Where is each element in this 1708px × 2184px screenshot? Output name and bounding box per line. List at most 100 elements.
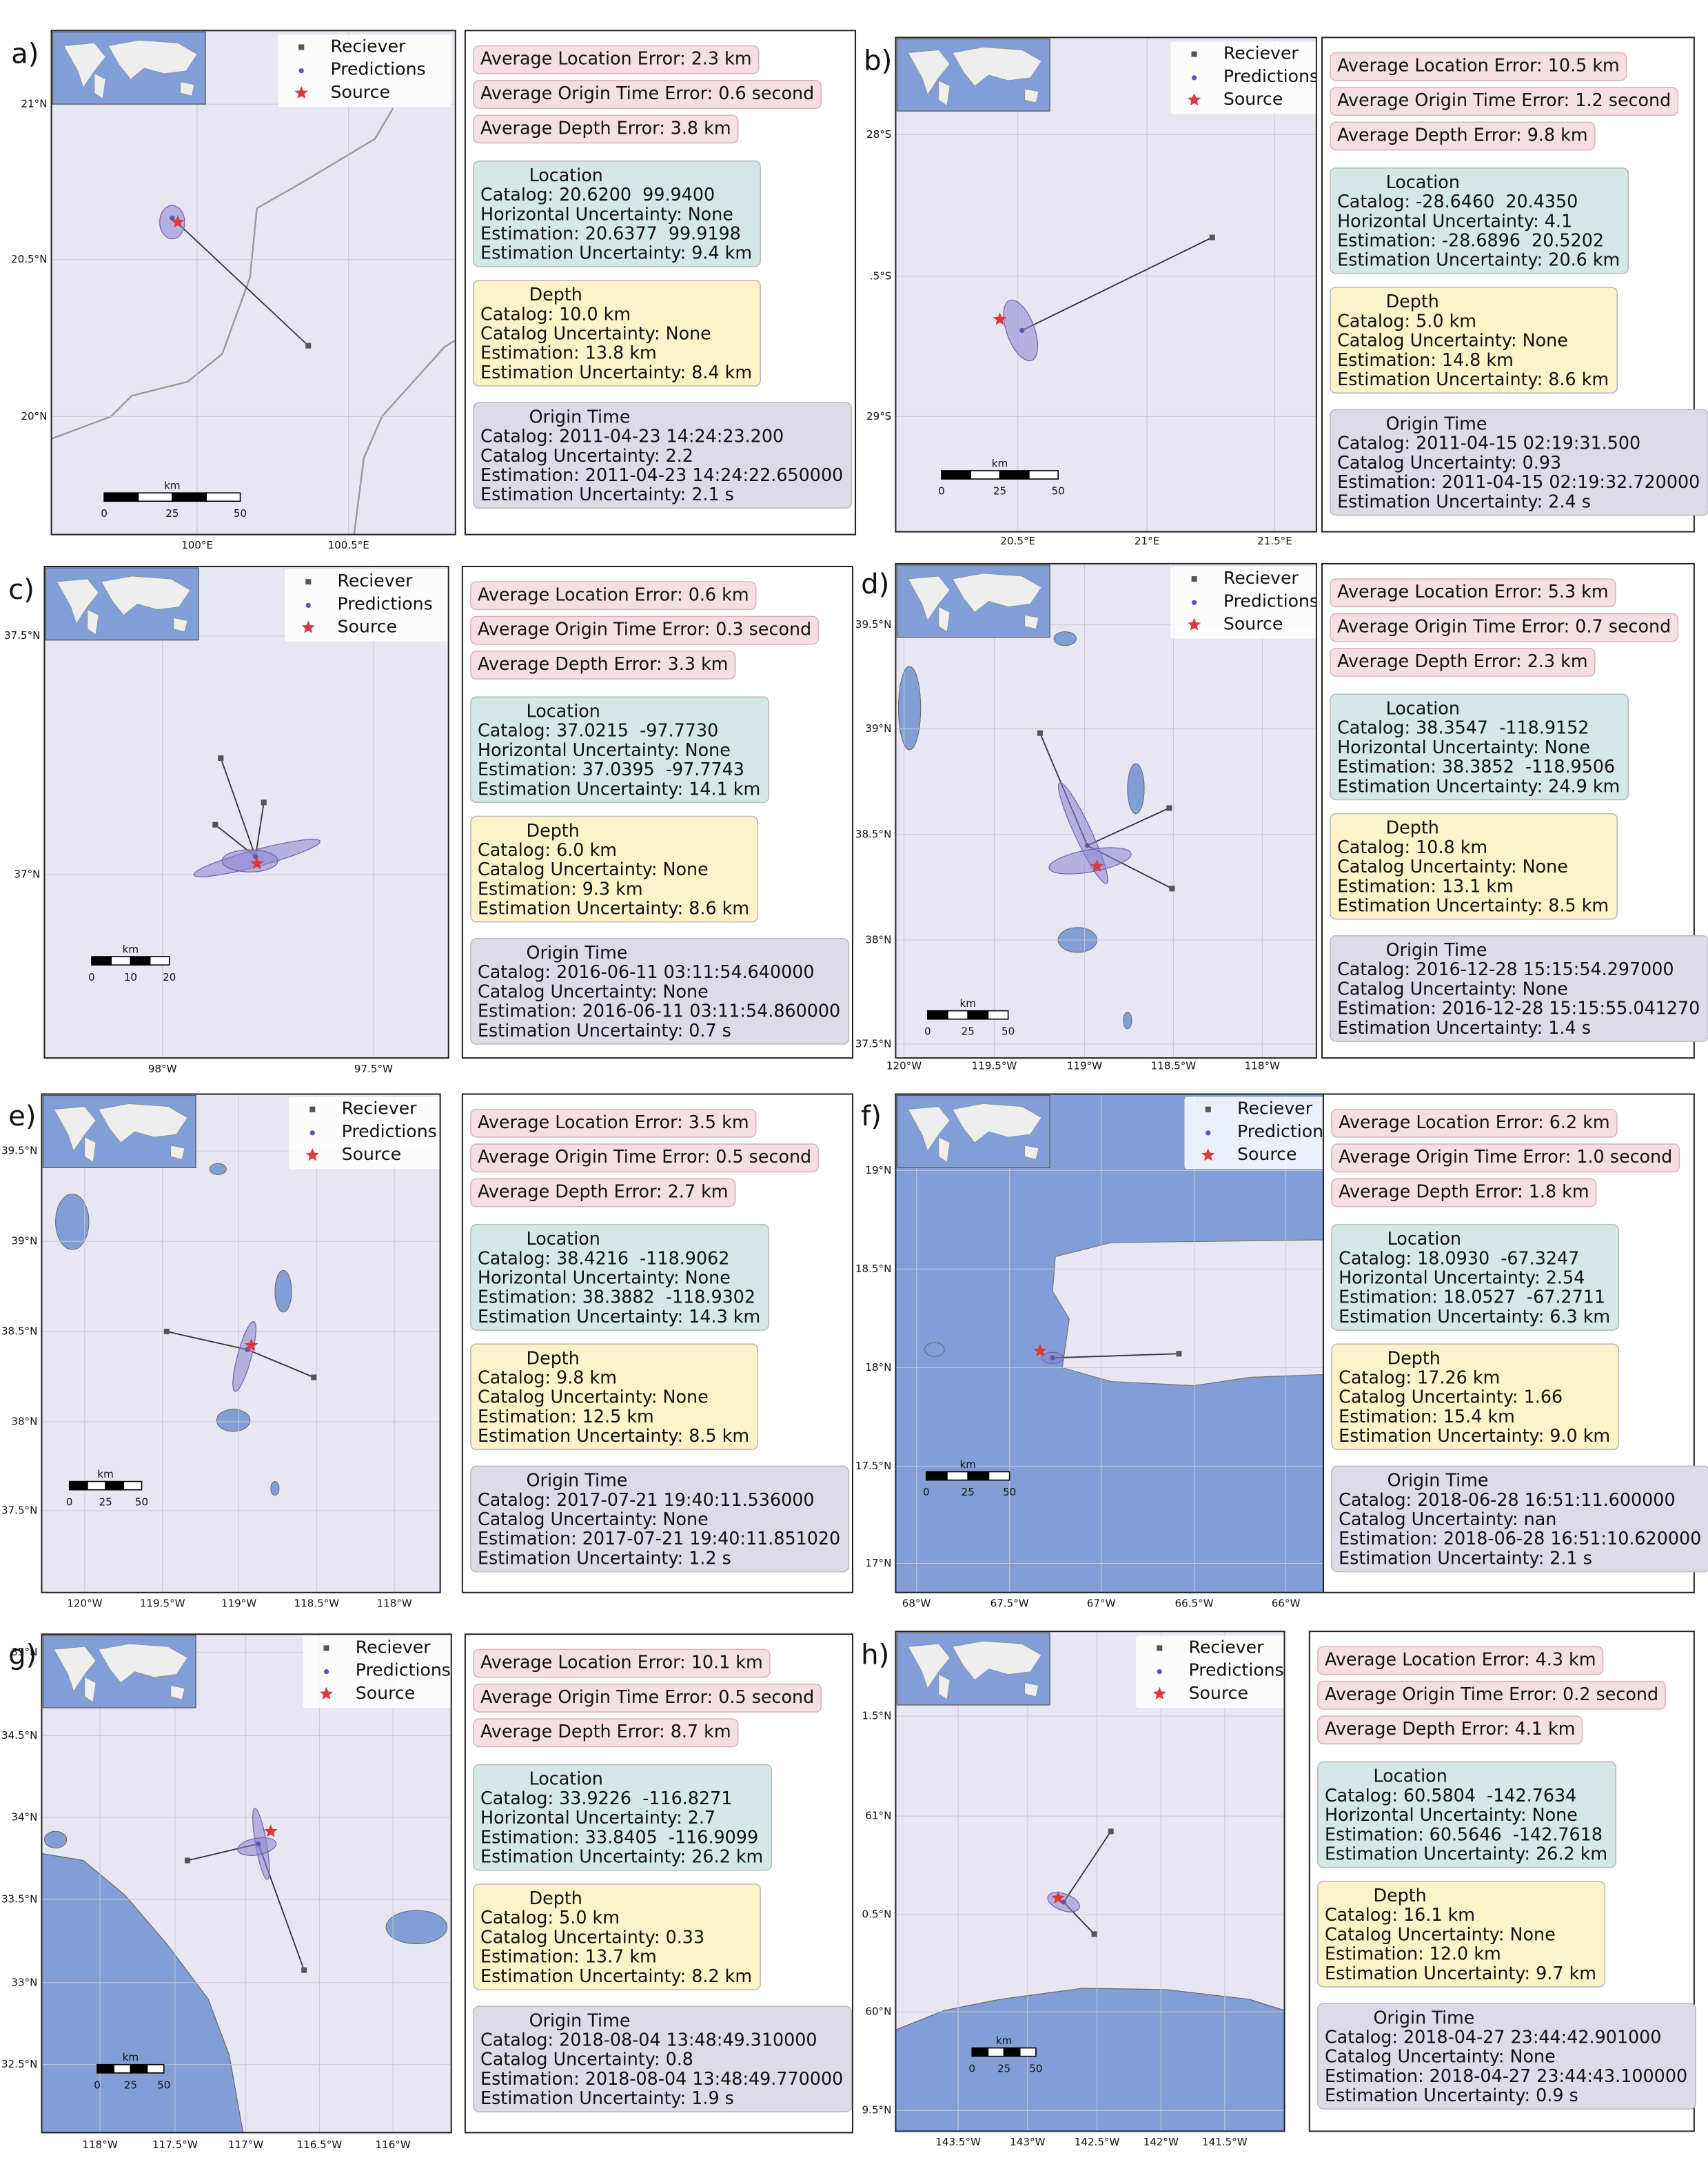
lat-tick-label: .5°S — [870, 269, 892, 282]
origin-line: Catalog: 2011-04-23 14:24:23.200 — [480, 426, 784, 447]
location-line: Horizontal Uncertainty: None — [1337, 737, 1590, 757]
location-line: Catalog: 37.0215 -97.7730 — [478, 720, 718, 741]
location-line: Horizontal Uncertainty: 2.54 — [1339, 1267, 1585, 1287]
location-line: Estimation: 20.6377 99.9198 — [480, 223, 741, 243]
depth-line: Estimation: 12.5 km — [478, 1406, 654, 1427]
stat-box — [1331, 1108, 1618, 1138]
lon-tick-label: 117°W — [228, 2139, 263, 2151]
stat-text: Average Location Error: 0.6 km — [478, 584, 749, 604]
legend-prediction — [323, 1668, 329, 1675]
origin-box — [470, 938, 850, 1045]
source — [993, 312, 1007, 325]
lon-tick-label: 116.5°W — [297, 2139, 343, 2151]
depth-line: Estimation Uncertainty: 8.5 km — [1337, 895, 1609, 916]
ray — [166, 1331, 247, 1351]
legend-label: Source — [1189, 1683, 1248, 1703]
inset-land — [63, 43, 106, 88]
legend-receiver — [1191, 576, 1197, 582]
lon-tick-label: 118°W — [377, 1597, 412, 1609]
origin-line: Estimation: 2016-12-28 15:15:55.041270 — [1337, 998, 1700, 1019]
scale-label: 50 — [1003, 1486, 1016, 1498]
depth-line: Estimation Uncertainty: 9.0 km — [1339, 1425, 1610, 1446]
origin-line: Estimation Uncertainty: 2.1 s — [480, 484, 734, 504]
map: Reciever Predictions Source km 0 25 50 — [51, 30, 456, 535]
source — [250, 857, 264, 870]
map-frame — [895, 37, 1317, 533]
origin-line: Estimation: 2018-06-28 16:51:10.620000 — [1339, 1528, 1701, 1549]
map-frame — [895, 1631, 1285, 2132]
inset-land — [938, 80, 950, 106]
stat-box — [1330, 52, 1627, 81]
receiver — [218, 755, 224, 762]
stat-text: Average Depth Error: 4.1 km — [1325, 1718, 1575, 1739]
legend-source — [1152, 1686, 1166, 1700]
lat-tick-label: 39°N — [865, 722, 891, 735]
legend-label: Reciever — [330, 36, 406, 56]
lon-tick-label: 143.5°W — [935, 2136, 981, 2148]
scale-segment — [205, 492, 241, 502]
lat-tick-label: 1.5°N — [862, 1710, 892, 1722]
legend-receiver — [1205, 1106, 1211, 1112]
depth-line: Estimation Uncertainty: 8.2 km — [480, 1966, 752, 1986]
location-line: Horizontal Uncertainty: None — [480, 203, 733, 224]
origin-box — [473, 402, 853, 509]
ray — [1053, 1353, 1179, 1359]
ray — [220, 757, 256, 857]
location-line: Catalog: 20.6200 99.9400 — [480, 184, 715, 205]
stat-box — [470, 1108, 757, 1138]
location-title: Location — [527, 1228, 600, 1249]
receiver — [212, 821, 218, 828]
border — [51, 108, 394, 440]
scale-segment — [68, 1480, 88, 1491]
receiver — [184, 1857, 191, 1864]
stat-box — [473, 114, 739, 144]
panel-label: a) — [11, 38, 39, 70]
inset-land — [1024, 1682, 1039, 1697]
lon-tick-label: 142°W — [1143, 2136, 1179, 2148]
lon-tick-label: 118°W — [82, 2139, 117, 2151]
lat-tick-label: 39.5°N — [1, 1145, 37, 1157]
location-title: Location — [1373, 1766, 1447, 1786]
location-line: Catalog: 33.9226 -116.8271 — [480, 1788, 732, 1808]
lon-tick-label: 100°E — [181, 539, 213, 551]
inset-land — [1024, 88, 1039, 103]
lon-tick-label: 100.5°E — [328, 539, 369, 551]
lake — [897, 666, 922, 751]
stat-box — [470, 651, 736, 680]
lat-tick-label: 32.5°N — [1, 2058, 37, 2070]
legend-label: Reciever — [1237, 1099, 1313, 1119]
depth-line: Catalog: 16.1 km — [1325, 1904, 1475, 1925]
lat-tick-label: 39.5°N — [855, 618, 891, 631]
legend-label: Predictions — [356, 1660, 451, 1680]
scale-segment — [87, 1480, 106, 1491]
origin-title: Origin Time — [1386, 939, 1487, 960]
scale-label: 25 — [962, 1025, 975, 1037]
lat-tick-label: 9.5°N — [862, 2104, 892, 2116]
legend-label: Reciever — [356, 1637, 431, 1657]
legend-box — [277, 34, 451, 108]
legend-receiver — [298, 44, 305, 50]
origin-line: Catalog: 2016-12-28 15:15:54.297000 — [1337, 959, 1674, 979]
legend-receiver — [305, 579, 312, 585]
receiver — [1166, 805, 1172, 811]
ray — [1021, 236, 1213, 331]
stat-text: Average Location Error: 10.1 km — [480, 1652, 763, 1673]
inset-land — [1024, 615, 1039, 629]
legend-source — [1187, 92, 1201, 106]
prediction — [170, 215, 175, 221]
legend-prediction — [1157, 1668, 1162, 1675]
depth-line: Catalog: 10.0 km — [480, 303, 631, 324]
map-land — [44, 566, 449, 1059]
scale-label: 0 — [66, 1496, 73, 1508]
origin-line: Catalog Uncertainty: None — [1325, 2046, 1556, 2067]
lon-tick-label: 116°W — [376, 2139, 411, 2151]
origin-line: Catalog Uncertainty: None — [478, 1509, 709, 1529]
scale-segment — [971, 2047, 989, 2057]
source — [171, 215, 185, 228]
depth-line: Estimation: 14.8 km — [1337, 349, 1514, 370]
legend-source — [301, 620, 315, 633]
location-line: Horizontal Uncertainty: None — [478, 1267, 731, 1287]
legend-receiver — [1157, 1645, 1163, 1651]
lat-tick-label: 20.5°N — [11, 253, 47, 265]
